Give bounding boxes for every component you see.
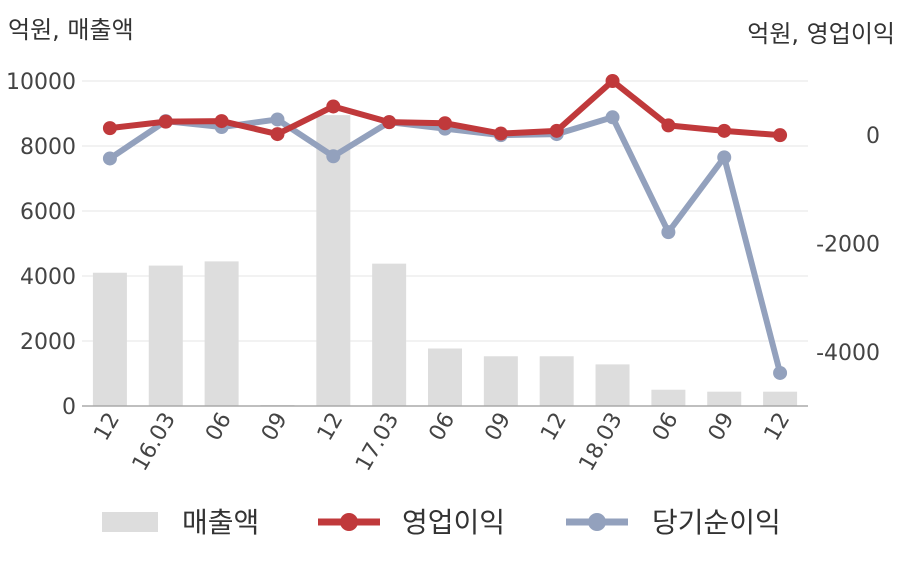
- right-axis-ticks: 0 -2000 -4000: [816, 124, 880, 366]
- line-series: [102, 74, 788, 380]
- point: [102, 151, 117, 166]
- left-axis-ticks: 10000 8000 6000 4000 2000 0: [6, 70, 76, 420]
- bar: [148, 265, 183, 406]
- x-tick-label: 12: [760, 409, 796, 446]
- right-tick-label: 0: [866, 124, 880, 149]
- bar: [539, 356, 574, 406]
- bar: [763, 391, 798, 406]
- left-tick-label: 10000: [6, 70, 76, 95]
- x-tick-label: 12: [89, 409, 125, 446]
- point: [270, 127, 285, 142]
- bar: [316, 115, 351, 406]
- x-tick-label: 16.03: [128, 409, 181, 476]
- point: [661, 118, 676, 133]
- legend-label: 당기순이익: [652, 506, 781, 539]
- point: [214, 114, 229, 129]
- bar: [372, 263, 407, 406]
- left-tick-label: 8000: [20, 135, 76, 160]
- x-tick-label: 12: [536, 409, 572, 446]
- gridlines: [82, 80, 808, 342]
- legend-swatch: [102, 512, 158, 532]
- point: [661, 225, 676, 240]
- x-tick-label: 17.03: [351, 409, 404, 476]
- bar: [204, 261, 239, 406]
- point: [773, 365, 788, 380]
- bar: [92, 272, 127, 406]
- x-axis-ticks: 12 16.03 06 09 12 17.03 06 09 12 18.03 06 09 12: [89, 409, 795, 476]
- left-axis-unit: 억원, 매출액: [8, 16, 134, 44]
- left-tick-label: 2000: [20, 330, 76, 355]
- x-tick-label: 12: [313, 409, 349, 446]
- legend-label: 매출액: [182, 506, 259, 539]
- bar: [483, 356, 518, 406]
- point: [270, 112, 285, 127]
- x-tick-label: 09: [704, 409, 740, 446]
- right-axis-unit: 억원, 영업이익: [747, 20, 895, 48]
- point: [773, 128, 788, 143]
- bar: [707, 391, 742, 406]
- x-tick-label: 09: [480, 409, 516, 446]
- point: [326, 149, 341, 164]
- point: [326, 99, 341, 114]
- bar: [595, 364, 630, 406]
- bar: [428, 348, 462, 406]
- legend-marker: [588, 513, 606, 531]
- x-tick-label: 09: [257, 409, 293, 446]
- point: [102, 121, 117, 136]
- x-tick-label: 06: [425, 409, 461, 446]
- x-tick-label: 18.03: [575, 409, 628, 476]
- point: [438, 116, 452, 131]
- point: [382, 115, 397, 130]
- point: [493, 126, 508, 141]
- x-tick-label: 06: [648, 409, 684, 446]
- legend-label: 영업이익: [402, 506, 505, 539]
- left-tick-label: 6000: [20, 200, 76, 225]
- point: [605, 74, 620, 88]
- bar: [651, 389, 686, 406]
- legend: 매출액 영업이익 당기순이익: [102, 506, 781, 539]
- right-tick-label: -4000: [816, 341, 880, 366]
- point: [717, 150, 732, 165]
- point: [717, 123, 732, 138]
- x-tick-label: 06: [201, 409, 237, 446]
- right-tick-label: -2000: [816, 233, 880, 258]
- legend-marker: [340, 513, 358, 531]
- left-tick-label: 4000: [20, 265, 76, 290]
- left-tick-label: 0: [62, 395, 76, 420]
- bar-series: [92, 115, 798, 406]
- point: [158, 114, 173, 129]
- point: [605, 110, 620, 125]
- point: [549, 123, 564, 138]
